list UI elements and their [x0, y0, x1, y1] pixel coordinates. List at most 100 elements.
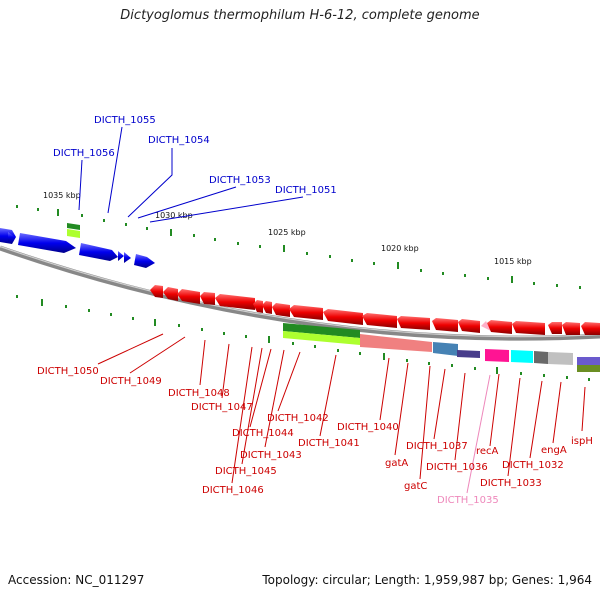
gene-label[interactable]: DICTH_1035: [437, 495, 499, 506]
reverse-gene[interactable]: [150, 285, 163, 298]
feature-bar: [511, 350, 533, 363]
leader-line: [394, 362, 409, 456]
gene-label[interactable]: DICTH_1046: [202, 485, 264, 496]
reverse-gene-track: [150, 285, 600, 335]
gene-label[interactable]: DICTH_1047: [191, 402, 253, 413]
reverse-gene-labels: DICTH_1050 DICTH_1049 DICTH_1048 DICTH_1…: [37, 366, 593, 506]
leader-line: [221, 343, 230, 399]
leader-line: [97, 333, 164, 365]
leader-line: [419, 365, 431, 480]
feature-bar: [433, 342, 458, 356]
gene-label[interactable]: DICTH_1033: [480, 478, 542, 489]
gene-label[interactable]: DICTH_1053: [209, 175, 271, 186]
feature-bar: [485, 349, 509, 362]
reverse-gene[interactable]: [163, 287, 178, 301]
gene-label[interactable]: DICTH_1044: [232, 428, 294, 439]
gene-label[interactable]: DICTH_1054: [148, 135, 210, 146]
minor-tick: [588, 378, 590, 381]
minor-tick: [110, 313, 112, 316]
leader-line: [581, 386, 586, 432]
scale-label: 1030 kbp: [155, 211, 193, 220]
gene-label[interactable]: DICTH_1056: [53, 148, 115, 159]
map-title: Dictyoglomus thermophilum H-6-12, comple…: [120, 8, 480, 23]
reverse-gene[interactable]: [512, 321, 545, 335]
reverse-gene[interactable]: [272, 303, 290, 317]
gene-label[interactable]: DICTH_1043: [240, 450, 302, 461]
major-tick: [41, 299, 43, 306]
reverse-gene[interactable]: [253, 300, 263, 313]
gene-label[interactable]: DICTH_1051: [275, 185, 337, 196]
reverse-gene[interactable]: [177, 289, 200, 304]
scale-label: 1025 kbp: [268, 228, 306, 237]
accession-text: Accession: NC_011297: [8, 573, 145, 587]
forward-gene[interactable]: [8, 232, 15, 242]
minor-tick: [37, 208, 39, 211]
minor-tick: [337, 349, 339, 352]
minor-tick: [214, 238, 216, 241]
gene-label[interactable]: gatC: [404, 481, 427, 492]
minor-tick: [442, 272, 444, 275]
leader-line: [466, 374, 491, 494]
gene-label[interactable]: DICTH_1050: [37, 366, 99, 377]
forward-gene[interactable]: [118, 251, 124, 261]
gene-label[interactable]: DICTH_1041: [298, 438, 360, 449]
topology-text: Topology: circular; Length: 1,959,987 bp…: [262, 573, 592, 587]
gene-label[interactable]: DICTH_1049: [100, 376, 162, 387]
leader-line: [129, 336, 186, 374]
reverse-gene[interactable]: [487, 320, 512, 334]
reverse-gene[interactable]: [548, 322, 562, 334]
forward-gene[interactable]: [134, 254, 155, 268]
minor-tick: [464, 274, 466, 277]
minor-tick: [487, 277, 489, 280]
forward-gene[interactable]: [79, 243, 118, 261]
forward-gene[interactable]: [18, 233, 76, 253]
feature-bar: [67, 229, 80, 238]
minor-tick: [81, 214, 83, 217]
gene-label[interactable]: ispH: [571, 436, 593, 447]
reverse-leader-lines: [97, 333, 586, 494]
minor-tick: [566, 376, 568, 379]
feature-bar: [548, 352, 573, 365]
reverse-gene[interactable]: [215, 294, 255, 310]
reverse-gene-pseudo[interactable]: [481, 321, 491, 331]
feature-bar: [534, 351, 548, 364]
leader-line: [319, 354, 337, 437]
reverse-gene[interactable]: [432, 318, 458, 332]
feature-bar: [360, 334, 432, 352]
gene-label[interactable]: DICTH_1042: [267, 413, 329, 424]
reverse-gene[interactable]: [397, 316, 430, 330]
leader-line: [277, 351, 301, 412]
reverse-gene[interactable]: [562, 322, 580, 335]
reverse-gene[interactable]: [262, 301, 272, 314]
gene-label[interactable]: DICTH_1037: [406, 441, 468, 452]
leader-line: [127, 148, 173, 218]
gene-label[interactable]: DICTH_1040: [337, 422, 399, 433]
gene-label[interactable]: DICTH_1048: [168, 388, 230, 399]
reverse-gene[interactable]: [200, 292, 215, 305]
minor-tick: [259, 245, 261, 248]
reverse-gene[interactable]: [289, 305, 323, 320]
minor-tick: [329, 255, 331, 258]
gene-label[interactable]: recA: [476, 446, 499, 457]
leader-line: [433, 368, 446, 440]
reverse-gene[interactable]: [581, 322, 600, 335]
reverse-gene[interactable]: [458, 319, 480, 333]
minor-tick: [132, 317, 134, 320]
gene-label[interactable]: DICTH_1045: [215, 466, 277, 477]
gene-label[interactable]: DICTH_1032: [502, 460, 564, 471]
gene-label[interactable]: DICTH_1036: [426, 462, 488, 473]
major-tick: [268, 336, 270, 343]
leader-line: [264, 349, 285, 448]
gene-label[interactable]: gatA: [385, 458, 408, 469]
scale-label: 1015 kbp: [494, 257, 532, 266]
forward-gene[interactable]: [124, 252, 131, 263]
reverse-gene[interactable]: [362, 313, 397, 328]
minor-tick: [520, 372, 522, 375]
reverse-gene[interactable]: [323, 309, 363, 325]
gene-label[interactable]: DICTH_1055: [94, 115, 156, 126]
scale-labels: 1035 kbp 1030 kbp 1025 kbp 1020 kbp 1015…: [43, 191, 532, 266]
minor-tick: [314, 345, 316, 348]
gene-label[interactable]: engA: [541, 445, 567, 456]
minor-tick: [16, 205, 18, 208]
